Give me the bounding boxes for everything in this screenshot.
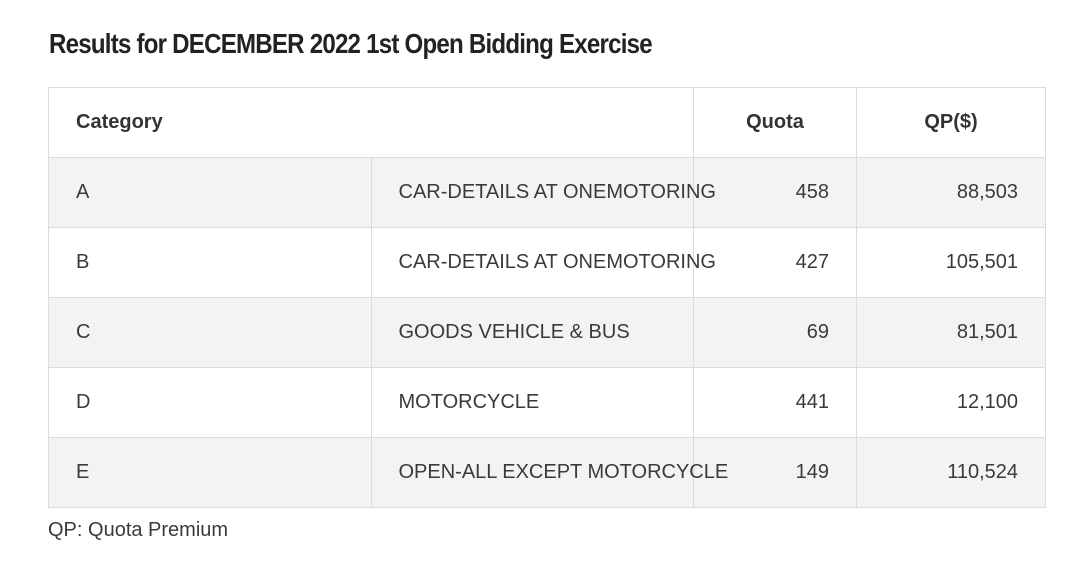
category-description: OPEN-ALL EXCEPT MOTORCYCLE [370, 437, 728, 508]
column-header-quota: Quota [693, 87, 857, 158]
quota-value: 427 [693, 227, 857, 298]
category-code: E [48, 437, 372, 508]
quota-value: 441 [693, 367, 857, 438]
table-row: D MOTORCYCLE 441 12,100 [48, 367, 1046, 438]
table-row: A CAR-DETAILS AT ONEMOTORING 458 88,503 [48, 157, 1046, 228]
table-row: C GOODS VEHICLE & BUS 69 81,501 [48, 297, 1046, 368]
category-description: CAR-DETAILS AT ONEMOTORING [370, 157, 716, 228]
category-code: A [48, 157, 372, 228]
table-row: E OPEN-ALL EXCEPT MOTORCYCLE 149 110,524 [48, 437, 1046, 508]
qp-value: 88,503 [856, 157, 1046, 228]
quota-value: 69 [693, 297, 857, 368]
quota-value: 149 [693, 437, 857, 508]
results-table: Category Quota QP($) A CAR-DETAILS AT ON… [48, 87, 1046, 508]
table-body: A CAR-DETAILS AT ONEMOTORING 458 88,503 … [48, 157, 1046, 508]
column-header-category: Category [48, 87, 694, 158]
category-description: MOTORCYCLE [370, 367, 694, 438]
column-header-qp: QP($) [856, 87, 1046, 158]
category-description: GOODS VEHICLE & BUS [370, 297, 694, 368]
category-description: CAR-DETAILS AT ONEMOTORING [370, 227, 716, 298]
table-header-row: Category Quota QP($) [48, 87, 1046, 158]
quota-value: 458 [693, 157, 857, 228]
footnote: QP: Quota Premium [48, 519, 229, 541]
page-title: Results for DECEMBER 2022 1st Open Biddi… [49, 28, 653, 59]
qp-value: 12,100 [856, 367, 1046, 438]
table-header: Category Quota QP($) [48, 87, 1046, 158]
qp-value: 105,501 [856, 227, 1046, 298]
qp-value: 110,524 [856, 437, 1046, 508]
category-code: D [48, 367, 372, 438]
category-code: B [48, 227, 372, 298]
qp-value: 81,501 [856, 297, 1046, 368]
category-code: C [48, 297, 372, 368]
table-row: B CAR-DETAILS AT ONEMOTORING 427 105,501 [48, 227, 1046, 298]
